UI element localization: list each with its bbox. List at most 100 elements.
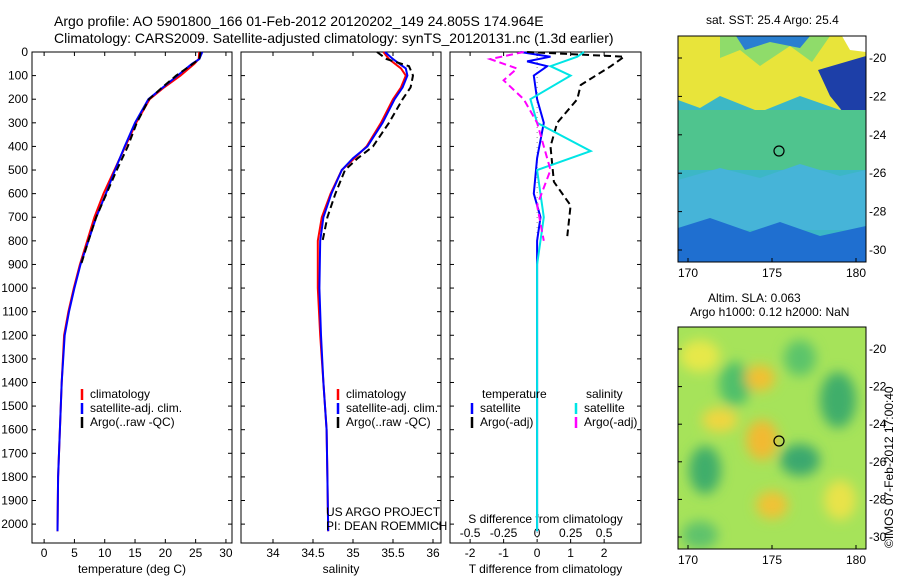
x-tick-label: 0	[41, 546, 48, 560]
y-tick-label: 1800	[1, 470, 28, 484]
sst-cool-band	[678, 164, 866, 230]
y-tick-label: 300	[8, 116, 28, 130]
sst-mid-band	[678, 110, 866, 170]
x-tick-label: 0	[534, 546, 541, 560]
map-y-tick-label: -28	[869, 492, 887, 506]
x-tick-label: 5	[71, 546, 78, 560]
salinity-frame	[240, 51, 442, 544]
map-y-tick-label: -22	[869, 89, 887, 103]
sla-map-axes: 170 175 180 -20 -22 -24 -26 -28 -30	[678, 342, 887, 567]
x2-tick-label: -0.25	[490, 526, 518, 540]
y-tick-label: 900	[8, 257, 28, 271]
x-axis-label: T difference from climatology	[469, 562, 623, 576]
x-tick-label: 1	[567, 546, 574, 560]
x-tick-label: 25	[189, 546, 203, 560]
legend-label: satellite-adj. clim.	[346, 401, 438, 415]
sst-yellow-patch	[678, 36, 866, 112]
sla-blobs	[680, 340, 856, 549]
y-tick-label: 0	[21, 45, 28, 59]
legend-label: Argo(..raw -QC)	[346, 415, 431, 429]
sla-blob	[780, 444, 820, 476]
legend-label: satellite	[480, 401, 521, 415]
series-line	[80, 51, 202, 265]
y-tick-label: 1400	[1, 375, 28, 389]
sla-blob	[719, 362, 751, 406]
y-tick-label: 1100	[2, 305, 28, 319]
map-x-tick-label: 175	[762, 266, 782, 280]
map-y-tick-label: -30	[869, 243, 887, 257]
x2-tick-label: 0.5	[596, 526, 613, 540]
map-x-tick-label: 180	[846, 553, 866, 567]
sst-dark-patch	[818, 56, 866, 118]
sla-blob	[756, 491, 788, 519]
sla-map-subtitle: Argo h1000: 0.12 h2000: NaN	[690, 305, 849, 319]
legend-label: satellite-adj. clim.	[90, 401, 182, 415]
sla-blob	[824, 480, 856, 520]
y-tick-label: 2000	[1, 517, 28, 531]
series-line	[520, 51, 551, 532]
sst-float-marker	[773, 145, 785, 157]
legend-label: satellite	[584, 401, 625, 415]
plot-title-line2: Climatology: CARS2009. Satellite-adjuste…	[54, 30, 614, 46]
y-tick-label: 1300	[1, 352, 28, 366]
y-tick-label: 800	[8, 234, 28, 248]
x2-tick-label: 0.25	[559, 526, 583, 540]
legend-label: Argo(..raw -QC)	[90, 415, 175, 429]
y-tick-label: 1900	[1, 494, 28, 508]
series-line	[527, 51, 628, 237]
sst-map	[677, 35, 867, 263]
plot-title-line1: Argo profile: AO 5901800_166 01-Feb-2012…	[54, 13, 544, 29]
sst-blue-patch	[736, 36, 810, 50]
sla-map-title: Altim. SLA: 0.063	[708, 291, 801, 305]
map-x-tick-label: 180	[846, 266, 866, 280]
x-tick-label: 15	[128, 546, 142, 560]
x-tick-label: 35	[346, 546, 360, 560]
map-y-tick-label: -24	[869, 417, 887, 431]
x-axis-label: temperature (deg C)	[78, 562, 186, 576]
series-line	[321, 51, 415, 241]
map-y-tick-label: -26	[869, 166, 887, 180]
temperature-frame	[31, 51, 233, 544]
legend-label: Argo(-adj)	[584, 415, 637, 429]
pi-label: PI: DEAN ROEMMICH	[326, 519, 447, 533]
legend-header: salinity	[586, 387, 623, 401]
series-line	[529, 51, 594, 532]
legend-label: Argo(-adj)	[480, 415, 533, 429]
x-tick-label: 2	[601, 546, 608, 560]
legend-header: temperature	[482, 387, 547, 401]
y-tick-label: 1200	[1, 328, 28, 342]
sst-map-axes: 170 175 180 -20 -22 -24 -26 -28 -30	[678, 51, 887, 280]
series-line	[486, 51, 552, 241]
y-tick-label: 500	[8, 163, 28, 177]
x-tick-label: -2	[465, 546, 476, 560]
sst-land	[842, 36, 866, 52]
x-tick-label: 10	[98, 546, 112, 560]
map-y-tick-label: -20	[869, 51, 887, 65]
map-y-tick-label: -28	[869, 205, 887, 219]
project-label: US ARGO PROJECT	[326, 505, 441, 519]
x-tick-label: 20	[159, 546, 173, 560]
sla-blob	[784, 340, 816, 376]
salinity-panel: 34 34.5 35 35.5 36 salinity climatologysatelli…	[240, 51, 442, 576]
sla-blob	[689, 446, 721, 494]
difference-panel: -2 -1 0 1 2 T difference from climatology -0.5…	[449, 51, 642, 576]
y-tick-label: 600	[8, 187, 28, 201]
map-y-tick-label: -30	[869, 530, 887, 544]
sla-blob	[745, 365, 775, 391]
series-line	[56, 51, 201, 532]
y-tick-label: 1700	[1, 446, 28, 460]
y-tick-label: 200	[8, 92, 28, 106]
sst-map-title: sat. SST: 25.4 Argo: 25.4	[706, 13, 839, 27]
x2-tick-label: -0.5	[460, 526, 481, 540]
x-tick-label: 35.5	[381, 546, 405, 560]
map-x-tick-label: 175	[762, 553, 782, 567]
map-x-tick-label: 170	[678, 266, 698, 280]
x-tick-label: 30	[219, 546, 233, 560]
x-tick-label: -1	[498, 546, 509, 560]
temperature-panel: 0 5 10 15 20 25 30 temperature (deg C) 0 100 200 30…	[1, 45, 233, 576]
x-tick-label: 34.5	[301, 546, 325, 560]
y-tick-label: 1000	[1, 281, 28, 295]
sla-blob	[682, 521, 718, 549]
map-y-tick-label: -26	[869, 455, 887, 469]
